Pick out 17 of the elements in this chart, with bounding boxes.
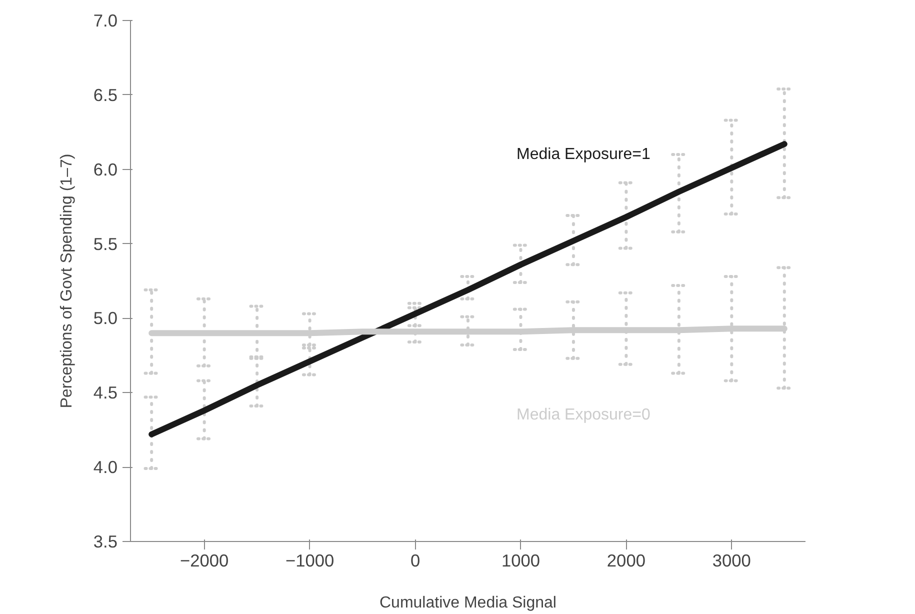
x-tick-label: 2000 xyxy=(606,550,646,570)
y-axis-title: Perceptions of Govt Spending (1–7) xyxy=(58,154,76,408)
x-tick-label: 1000 xyxy=(501,550,540,570)
x-tick-label: −2000 xyxy=(180,550,229,570)
y-tick-label: 7.0 xyxy=(93,10,118,30)
x-tick-label: 0 xyxy=(410,550,420,570)
text: Media Exposure=1 xyxy=(516,146,650,163)
y-tick-label: 4.0 xyxy=(93,457,118,478)
y-tick-label: 6.0 xyxy=(93,159,118,180)
y-tick-label: 5.0 xyxy=(93,308,118,328)
y-tick-label: 6.5 xyxy=(93,84,118,105)
x-axis-title: Cumulative Media Signal xyxy=(380,594,556,612)
y-tick-label: 5.5 xyxy=(93,234,118,254)
x-tick-label: 3000 xyxy=(712,550,751,570)
y-tick-label: 3.5 xyxy=(93,532,118,552)
y-tick-label: 4.5 xyxy=(93,382,118,403)
x-tick-label: −1000 xyxy=(285,550,334,570)
